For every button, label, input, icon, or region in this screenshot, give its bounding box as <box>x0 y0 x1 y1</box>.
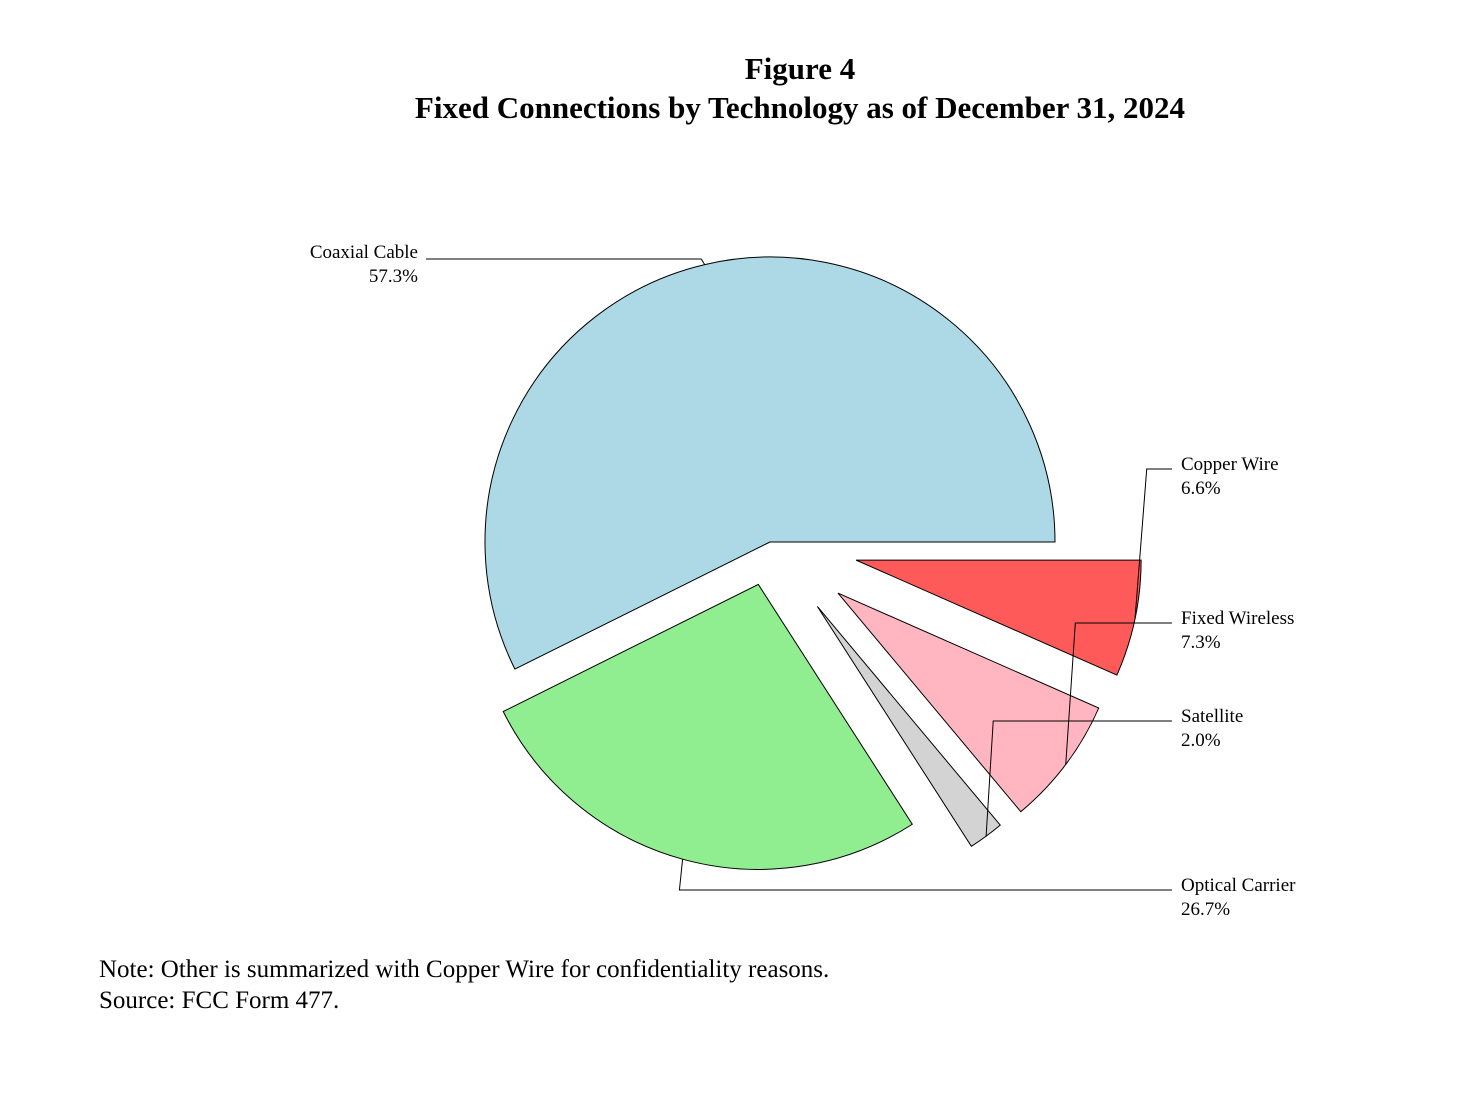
slice-label-value: 7.3% <box>1181 632 1221 653</box>
chart-note: Note: Other is summarized with Copper Wi… <box>99 956 830 983</box>
slice-label-satellite: Satellite 2.0% <box>1181 706 1243 751</box>
slice-label-name: Fixed Wireless <box>1181 608 1294 629</box>
chart-title: Figure 4 <box>745 51 856 86</box>
slice-label-coaxial-cable: Coaxial Cable 57.3% <box>310 242 418 287</box>
chart-source: Source: FCC Form 477. <box>99 987 340 1014</box>
leader-line-coaxial-cable <box>426 258 706 265</box>
slice-label-copper-wire: Copper Wire 6.6% <box>1181 454 1279 499</box>
slice-label-name: Coaxial Cable <box>310 242 418 263</box>
slice-label-name: Copper Wire <box>1181 454 1279 475</box>
slice-label-optical-carrier: Optical Carrier 26.7% <box>1181 875 1296 920</box>
pie-labels: Copper Wire 6.6% Fixed Wireless 7.3% Satelli… <box>310 242 1296 920</box>
slice-label-name: Optical Carrier <box>1181 875 1296 896</box>
leader-line-satellite <box>985 720 1172 837</box>
slice-label-value: 57.3% <box>369 266 418 287</box>
chart-subtitle: Fixed Connections by Technology as of De… <box>415 90 1185 125</box>
leader-line-fixed-wireless <box>1065 622 1172 765</box>
slice-label-value: 2.0% <box>1181 730 1221 751</box>
pie-slice-optical-carrier <box>502 583 913 870</box>
slice-label-value: 26.7% <box>1181 899 1230 920</box>
slice-label-fixed-wireless: Fixed Wireless 7.3% <box>1181 608 1294 653</box>
slice-label-name: Satellite <box>1181 706 1243 727</box>
slice-label-value: 6.6% <box>1181 478 1221 499</box>
pie-slice-fixed-wireless <box>837 592 1100 813</box>
pie-slices <box>484 256 1142 870</box>
leader-line-copper-wire <box>1134 468 1172 619</box>
leader-line-optical-carrier <box>678 859 1172 891</box>
